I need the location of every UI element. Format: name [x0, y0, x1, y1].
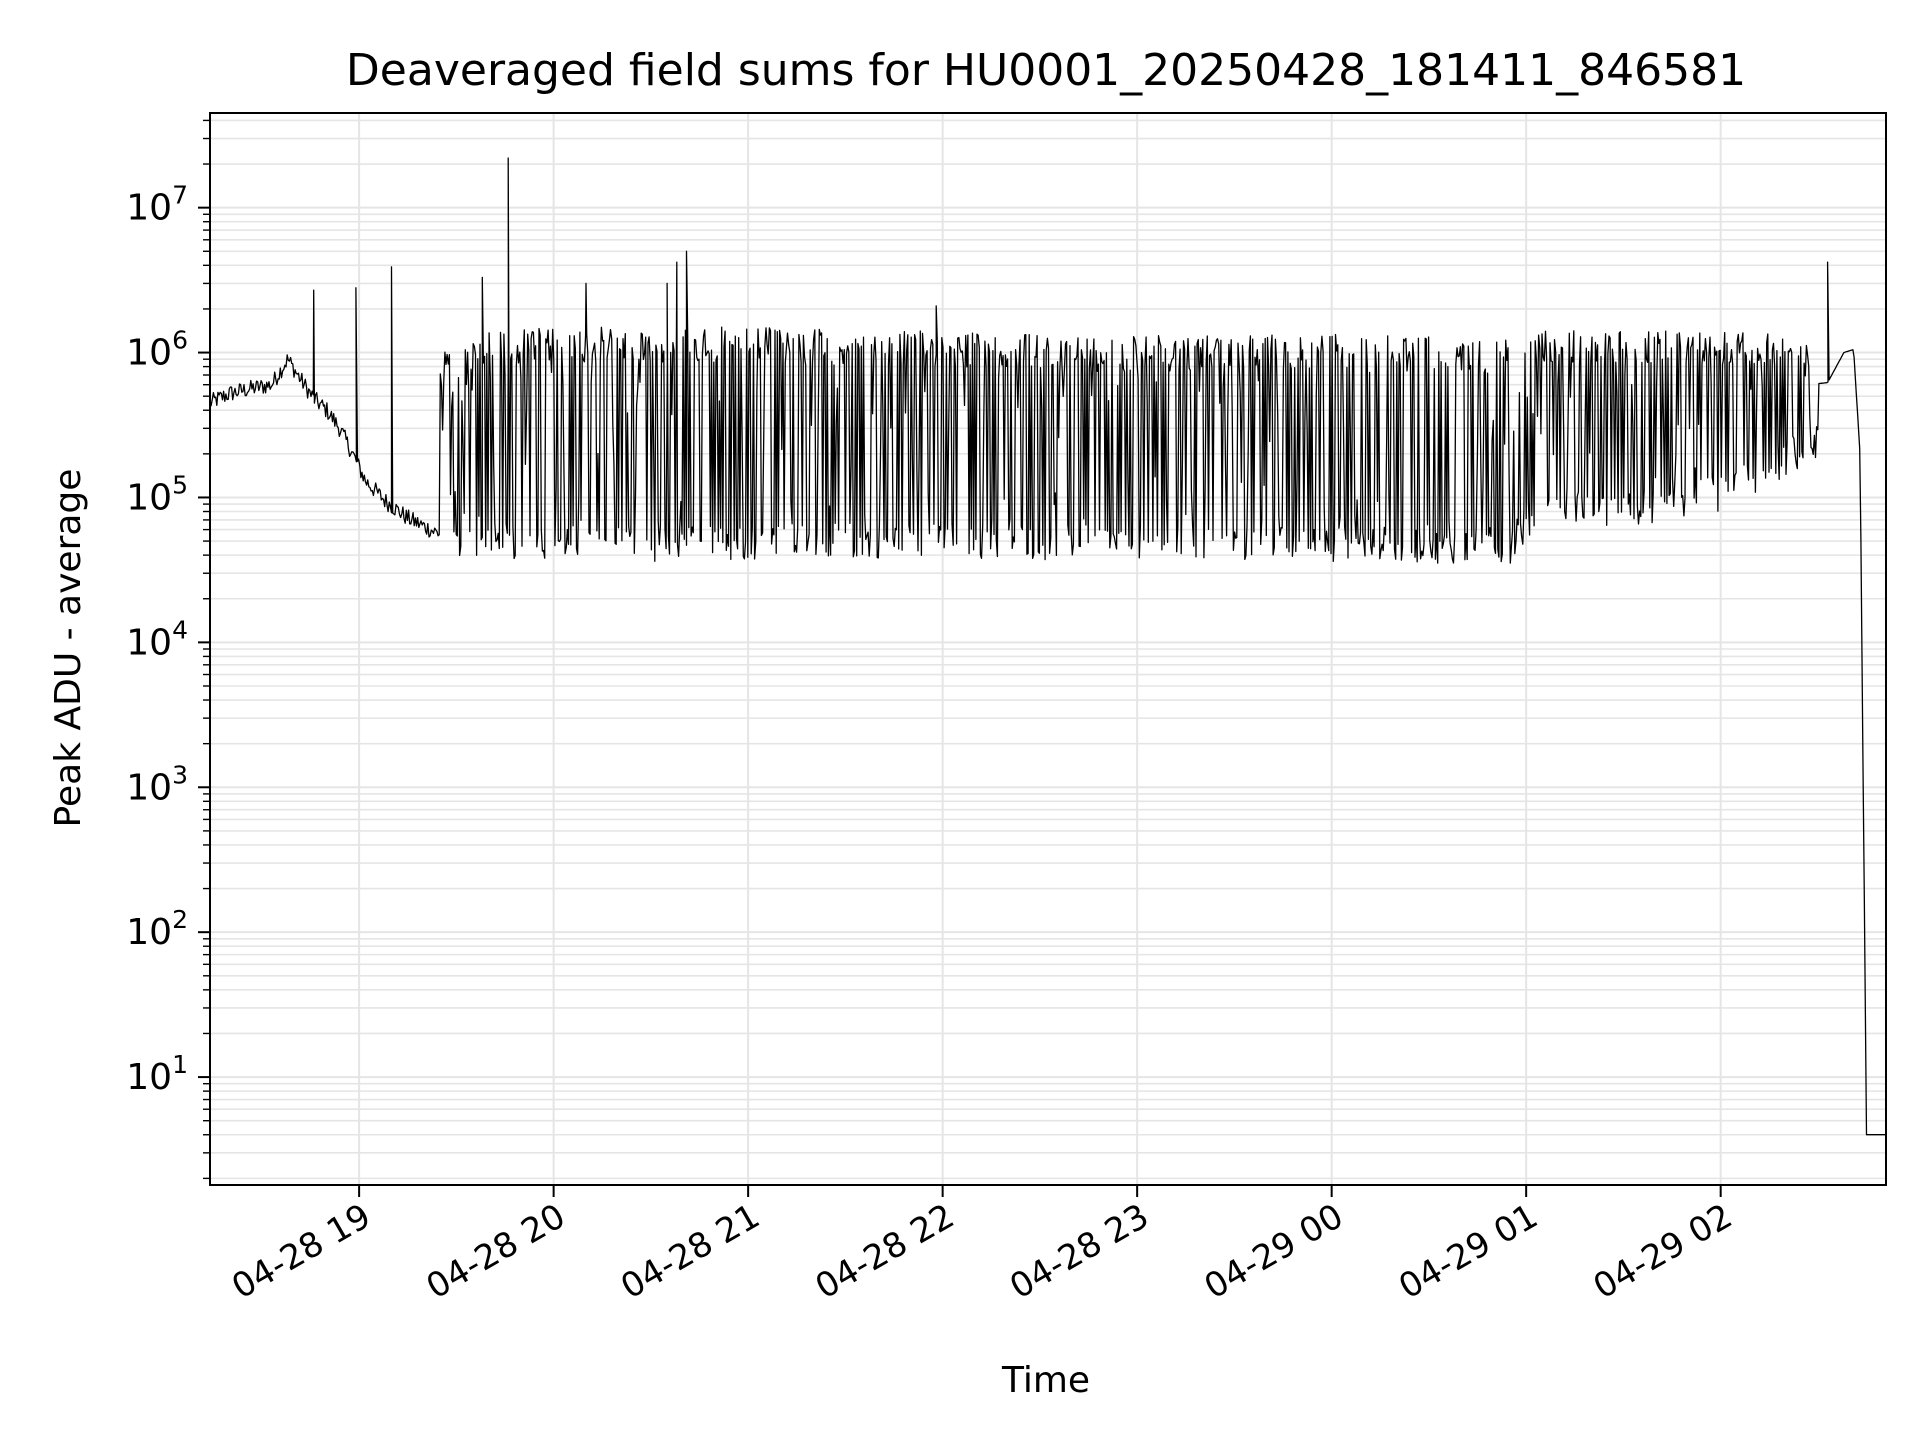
- y-axis-label: Peak ADU - average: [48, 469, 89, 828]
- series-line: [209, 157, 1887, 1136]
- y-tick-label: 103: [126, 760, 188, 808]
- y-tick-label: 107: [126, 181, 188, 229]
- plot-area: [209, 157, 1887, 1136]
- y-tick-label: 101: [126, 1050, 188, 1098]
- y-tick-label: 106: [126, 326, 188, 374]
- y-tick-label: 104: [126, 615, 188, 663]
- plot-frame: [209, 112, 1887, 1186]
- y-tick-label: 105: [126, 470, 188, 518]
- chart-title: Deaveraged field sums for HU0001_2025042…: [346, 45, 1746, 96]
- y-tick-label: 102: [126, 905, 188, 953]
- x-axis-label: Time: [1001, 1360, 1090, 1401]
